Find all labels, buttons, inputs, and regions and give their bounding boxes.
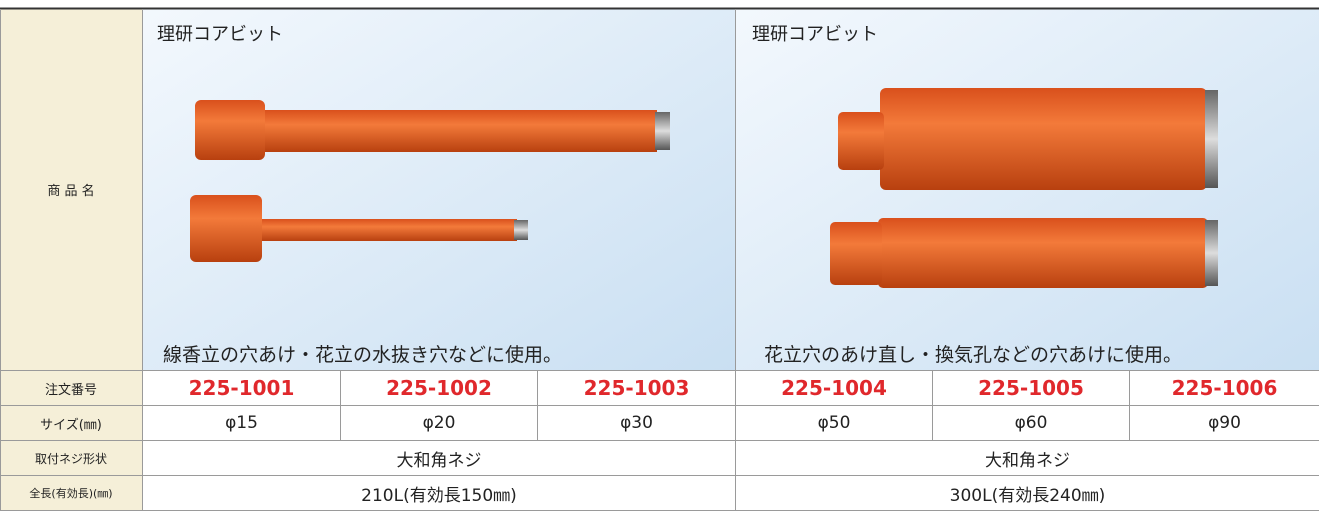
thread-type: 大和角ネジ bbox=[985, 450, 1070, 471]
product-name: 理研コアビット bbox=[752, 24, 878, 45]
order-number: 225-1004 bbox=[781, 376, 887, 400]
row-header: 取付ネジ形状 bbox=[34, 451, 107, 466]
order-number: 225-1003 bbox=[583, 376, 690, 400]
size: φ30 bbox=[620, 413, 653, 433]
usage-text: 線香立の穴あけ・花立の水抜き穴などに使用。 bbox=[163, 343, 563, 366]
size: φ50 bbox=[817, 413, 851, 433]
order-number: 225-1006 bbox=[1171, 376, 1278, 400]
thread-type: 大和角ネジ bbox=[396, 450, 482, 471]
row-header: 全長(有効長)(㎜) bbox=[29, 487, 113, 500]
order-number: 225-1005 bbox=[978, 376, 1084, 400]
size: φ15 bbox=[225, 413, 258, 433]
size: φ20 bbox=[422, 413, 456, 433]
usage-text: 花立穴のあけ直し・換気孔などの穴あけに使用。 bbox=[764, 343, 1183, 366]
order-number: 225-1001 bbox=[188, 376, 295, 400]
length: 210L(有効長150㎜) bbox=[361, 485, 517, 506]
row-header: サイズ(㎜) bbox=[40, 417, 102, 433]
order-number: 225-1002 bbox=[386, 376, 492, 400]
product-name: 理研コアビット bbox=[157, 24, 283, 45]
row-header: 商 品 名 bbox=[47, 184, 95, 199]
core-bit-images bbox=[190, 88, 1218, 288]
size: φ90 bbox=[1208, 413, 1241, 433]
length: 300L(有効長240㎜) bbox=[949, 485, 1106, 506]
row-header: 注文番号 bbox=[44, 382, 97, 398]
size: φ60 bbox=[1014, 413, 1048, 433]
